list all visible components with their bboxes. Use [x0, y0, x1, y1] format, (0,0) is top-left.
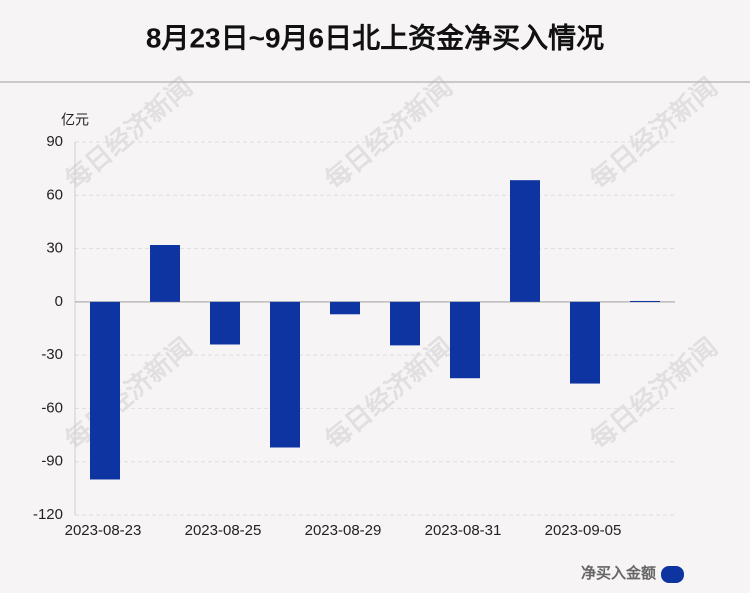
y-axis-unit: 亿元: [61, 112, 89, 128]
bar: [210, 301, 240, 345]
y-tick-label: -30: [41, 346, 63, 363]
bar: [390, 301, 420, 346]
chart-title: 8月23日~9月6日北上资金净买入情况: [146, 21, 604, 53]
x-tick-label: 2023-08-29: [305, 522, 382, 539]
bar: [330, 301, 360, 315]
x-tick-label: 2023-08-31: [425, 522, 502, 539]
bar: [150, 245, 180, 302]
bar: [90, 301, 120, 480]
x-tick-label: 2023-09-05: [545, 522, 622, 539]
y-tick-label: -90: [41, 453, 63, 470]
y-tick-label: 30: [46, 240, 63, 257]
bar: [510, 180, 540, 302]
x-tick-label: 2023-08-23: [65, 522, 142, 539]
y-tick-label: 60: [46, 186, 63, 203]
y-tick-label: -60: [41, 399, 63, 416]
y-tick-label: 90: [46, 133, 63, 150]
bar: [270, 301, 300, 448]
legend-swatch: [661, 566, 684, 583]
bar: [570, 301, 600, 384]
x-tick-label: 2023-08-25: [185, 522, 262, 539]
bar: [630, 300, 660, 302]
y-tick-label: 0: [55, 293, 63, 310]
legend-label: 净买入金额: [581, 564, 656, 582]
bar: [450, 301, 480, 379]
y-tick-label: -120: [33, 506, 63, 523]
